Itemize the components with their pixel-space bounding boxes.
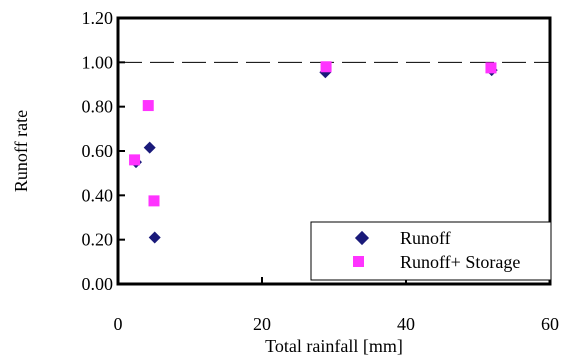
y-tick-label-1: 0.20 [82, 230, 114, 250]
y-tick-label-2: 0.40 [82, 185, 114, 205]
y-tick-label-3: 0.60 [82, 141, 114, 161]
y-tick-label-4: 0.80 [82, 97, 114, 117]
legend-box [310, 221, 552, 281]
x-tick-label-3: 60 [541, 314, 559, 334]
point-runoff-storage-1 [142, 100, 154, 112]
y-tick-label-6: 1.20 [82, 8, 114, 28]
x-tick-label-2: 40 [397, 314, 415, 334]
legend-marker-runoff [354, 230, 370, 246]
y-axis-title: Runoff rate [11, 110, 31, 192]
legend-marker-runoff-storage [353, 256, 364, 267]
point-runoff-storage-4 [485, 62, 497, 74]
legend-label-runoff: Runoff [400, 228, 451, 248]
point-runoff-storage-2 [148, 195, 160, 207]
legend-label-runoff-storage: Runoff+ Storage [400, 252, 520, 272]
point-runoff-storage-3 [320, 61, 332, 73]
x-tick-label-0: 0 [114, 314, 123, 334]
legend: Runoff Runoff+ Storage [310, 221, 552, 281]
data-points [129, 61, 498, 244]
y-tick-label-5: 1.00 [82, 52, 114, 72]
y-tick-label-0: 0.00 [82, 274, 114, 294]
y-tick-labels: 0.00 0.20 0.40 0.60 0.80 1.00 1.20 [82, 8, 114, 294]
point-runoff-storage-0 [129, 154, 141, 166]
point-runoff-2 [148, 231, 161, 244]
x-tick-labels: 0 20 40 60 [114, 314, 560, 334]
axis-ticks [117, 17, 551, 285]
x-tick-label-1: 20 [253, 314, 271, 334]
x-axis-title: Total rainfall [mm] [265, 336, 403, 356]
point-runoff-1 [143, 141, 156, 154]
